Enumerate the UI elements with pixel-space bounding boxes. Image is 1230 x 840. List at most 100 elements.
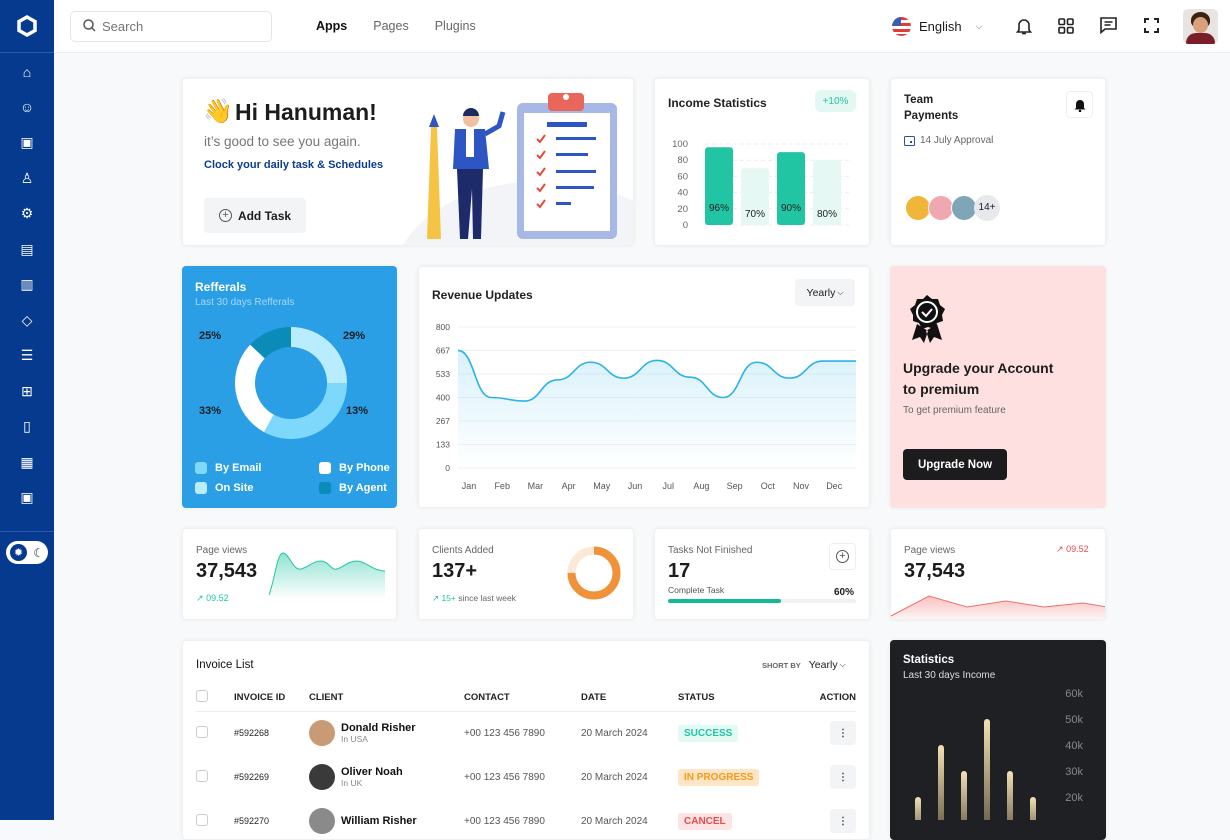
table-nav-item[interactable]: ▦ [0, 445, 54, 481]
add-task-icon-button[interactable]: + [829, 543, 856, 570]
task-illustration [427, 93, 617, 239]
progress-label: Complete Task [668, 585, 725, 595]
page-views-sparkline-red [891, 595, 1105, 619]
y-tick-label: 20 [677, 204, 688, 215]
greeting-title: Hi Hanuman! [235, 99, 377, 125]
user-circle-nav-item[interactable]: ☺ [0, 90, 54, 126]
statistics-bar [1030, 797, 1036, 820]
client-name: Donald Risher [341, 722, 416, 735]
donut-label: 33% [199, 405, 222, 417]
row-actions-button[interactable]: ⋮ [830, 809, 856, 833]
table-row: #592269 Oliver Noah In UK +00 123 456 7890 2… [196, 755, 856, 799]
page-views-sparkline [269, 552, 385, 599]
donut-label: 25% [199, 330, 222, 342]
logo[interactable] [0, 0, 54, 53]
x-tick-label: May [593, 481, 611, 491]
y-tick-label: 60k [1065, 688, 1083, 700]
trend-up-icon: ↗ [196, 593, 204, 603]
home-nav-item[interactable]: ⌂ [0, 54, 54, 90]
statistics-bar [984, 719, 990, 820]
date: 20 March 2024 [581, 771, 648, 783]
legend-item: By Agent [319, 482, 387, 494]
upgrade-now-button[interactable]: Upgrade Now [903, 449, 1007, 480]
user-avatar[interactable] [1183, 9, 1218, 44]
income-badge: +10% [815, 90, 856, 112]
y-tick-label: 60 [677, 171, 688, 182]
nav-pages[interactable]: Pages [373, 19, 409, 33]
user-settings-icon: ⚙ [20, 205, 34, 222]
statistics-card: Statistics Last 30 days Income 60k 50k 40k… [890, 640, 1106, 840]
chart-icon: ▥ [20, 276, 34, 293]
sort-by[interactable]: SHORT BY Yearly ⌵ [762, 659, 846, 671]
user-settings-nav-item[interactable]: ⚙ [0, 196, 54, 232]
grid-nav-item[interactable]: ⊞ [0, 374, 54, 410]
home-icon: ⌂ [22, 63, 32, 80]
nav-apps[interactable]: Apps [316, 19, 348, 33]
date: 20 March 2024 [581, 727, 648, 739]
income-bar [741, 168, 769, 225]
chip-nav-item[interactable]: ▤ [0, 232, 54, 268]
table-icon: ▦ [20, 453, 34, 470]
fullscreen-icon[interactable] [1144, 18, 1159, 38]
add-task-button[interactable]: + Add Task [204, 198, 306, 233]
language-select[interactable]: English ⌵ [892, 17, 982, 36]
client-avatar [309, 764, 335, 790]
income-bar [705, 147, 733, 225]
invoice-title: Invoice List [196, 659, 254, 671]
more-members-badge[interactable]: 14+ [974, 195, 1000, 221]
donut-slice [291, 327, 347, 383]
stat-value: 137+ [432, 560, 478, 582]
apps-grid-icon[interactable] [1058, 18, 1074, 39]
client-cell: Oliver Noah In UK [309, 755, 464, 799]
legend-swatch [195, 482, 207, 494]
row-checkbox[interactable] [196, 725, 208, 738]
diamond-nav-item[interactable]: ◇ [0, 303, 54, 339]
task-progress-bar [668, 599, 856, 603]
calendar-icon [904, 136, 915, 146]
x-tick-label: Mar [528, 481, 544, 491]
avatar [905, 195, 931, 221]
row-actions-button[interactable]: ⋮ [830, 721, 856, 746]
income-statistics-card: Income Statistics +10% 0 20 40 60 80 100 96% 70… [654, 78, 870, 246]
search-input[interactable] [102, 19, 262, 34]
bell-icon[interactable] [1015, 17, 1033, 40]
header: Apps Pages Plugins English ⌵ [54, 0, 1230, 53]
referrals-subtitle: Last 30 days Refferals [195, 297, 295, 308]
stat-label: Page views [196, 545, 248, 556]
schedule-link[interactable]: Clock your daily task & Schedules [204, 159, 384, 171]
sliders-nav-item[interactable]: ☰ [0, 338, 54, 374]
search-box[interactable] [70, 11, 272, 42]
legend-item: On Site [195, 482, 254, 494]
user-icon: ♙ [20, 169, 34, 186]
theme-toggle[interactable]: ✹ ☾ [6, 541, 48, 564]
select-all-checkbox[interactable] [196, 690, 208, 703]
nav-plugins[interactable]: Plugins [434, 19, 476, 33]
greeting-subtitle: it’s good to see you again. [204, 134, 361, 149]
y-tick-label: 100 [672, 139, 688, 150]
chart-nav-item[interactable]: ▥ [0, 267, 54, 303]
message-icon[interactable] [1100, 17, 1117, 39]
notification-button[interactable] [1066, 91, 1093, 118]
trend-up-icon: ↗ [1056, 544, 1064, 554]
scan-nav-item[interactable]: ▣ [0, 480, 54, 516]
plus-circle-icon: + [218, 209, 232, 222]
file-nav-item[interactable]: ▯ [0, 409, 54, 445]
income-bar [777, 152, 805, 225]
stat-label: Page views [904, 545, 956, 556]
grid-icon: ⊞ [21, 382, 33, 399]
y-tick-label: 40 [677, 188, 688, 199]
row-checkbox[interactable] [196, 769, 208, 782]
user-nav-item[interactable]: ♙ [0, 161, 54, 197]
scan-doc-nav-item[interactable]: ▣ [0, 125, 54, 161]
invoice-list-card: Invoice List SHORT BY Yearly ⌵ INVOICE ID C… [182, 640, 870, 840]
donut-slice [264, 383, 347, 439]
referrals-donut-chart [235, 327, 347, 439]
yearly-dropdown[interactable]: Yearly ⌵ [795, 279, 855, 306]
y-tick-label: 667 [436, 345, 450, 355]
revenue-area [458, 350, 856, 468]
row-actions-button[interactable]: ⋮ [830, 765, 856, 789]
divider [0, 531, 54, 532]
avatar [951, 195, 977, 221]
team-title: Team Payments [904, 94, 959, 122]
upgrade-subtitle: To get premium feature [903, 405, 1006, 416]
